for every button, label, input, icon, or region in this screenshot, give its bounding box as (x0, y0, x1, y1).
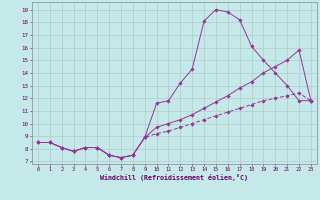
X-axis label: Windchill (Refroidissement éolien,°C): Windchill (Refroidissement éolien,°C) (100, 174, 248, 181)
